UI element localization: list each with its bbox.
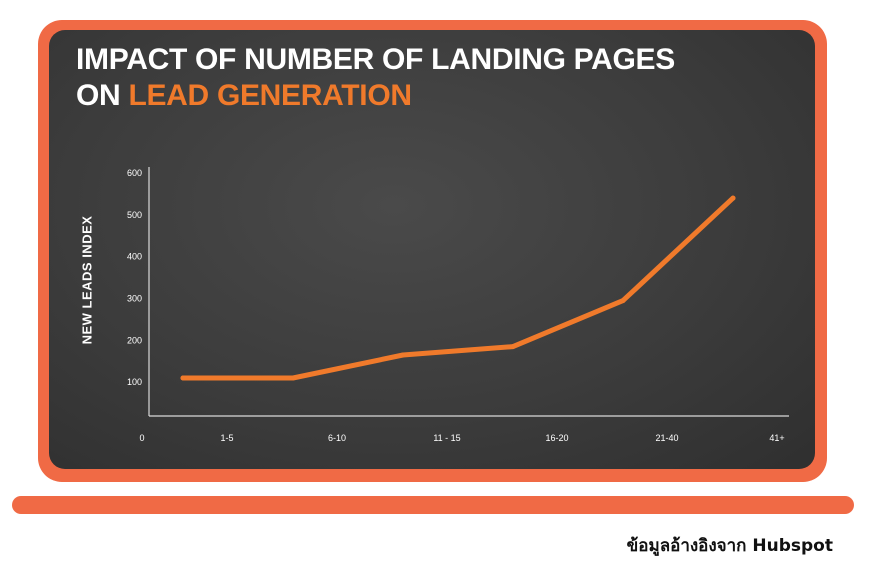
chart-panel: IMPACT OF NUMBER OF LANDING PAGES ON LEA… bbox=[49, 30, 815, 469]
x-tick-label: 11 - 15 bbox=[433, 433, 460, 443]
title-line-1: IMPACT OF NUMBER OF LANDING PAGES bbox=[76, 43, 675, 76]
source-credit: ข้อมูลอ้างอิงจาก Hubspot bbox=[626, 536, 833, 556]
origin-tick-label: 0 bbox=[139, 433, 144, 443]
y-tick-label: 100 bbox=[127, 377, 142, 387]
x-tick-label: 16-20 bbox=[545, 433, 568, 443]
y-tick-label: 600 bbox=[127, 168, 142, 178]
data-point bbox=[400, 352, 406, 358]
decorative-bar bbox=[12, 496, 854, 514]
data-point bbox=[180, 375, 186, 381]
x-tick-label: 1-5 bbox=[220, 433, 233, 443]
y-tick-label: 200 bbox=[127, 335, 142, 345]
data-point bbox=[730, 195, 736, 201]
x-tick-label: 6-10 bbox=[328, 433, 346, 443]
chart-title: IMPACT OF NUMBER OF LANDING PAGES ON LEA… bbox=[76, 42, 675, 114]
y-tick-label: 500 bbox=[127, 210, 142, 220]
data-point bbox=[290, 375, 296, 381]
title-line-2-accent: LEAD GENERATION bbox=[128, 79, 412, 112]
data-point bbox=[510, 344, 516, 350]
series-line bbox=[180, 195, 736, 381]
y-tick-label: 300 bbox=[127, 294, 142, 304]
y-tick-label: 400 bbox=[127, 252, 142, 262]
data-point bbox=[620, 298, 626, 304]
x-tick-label: 41+ bbox=[769, 433, 784, 443]
x-tick-label: 21-40 bbox=[655, 433, 678, 443]
title-line-2-prefix: ON bbox=[76, 79, 129, 112]
